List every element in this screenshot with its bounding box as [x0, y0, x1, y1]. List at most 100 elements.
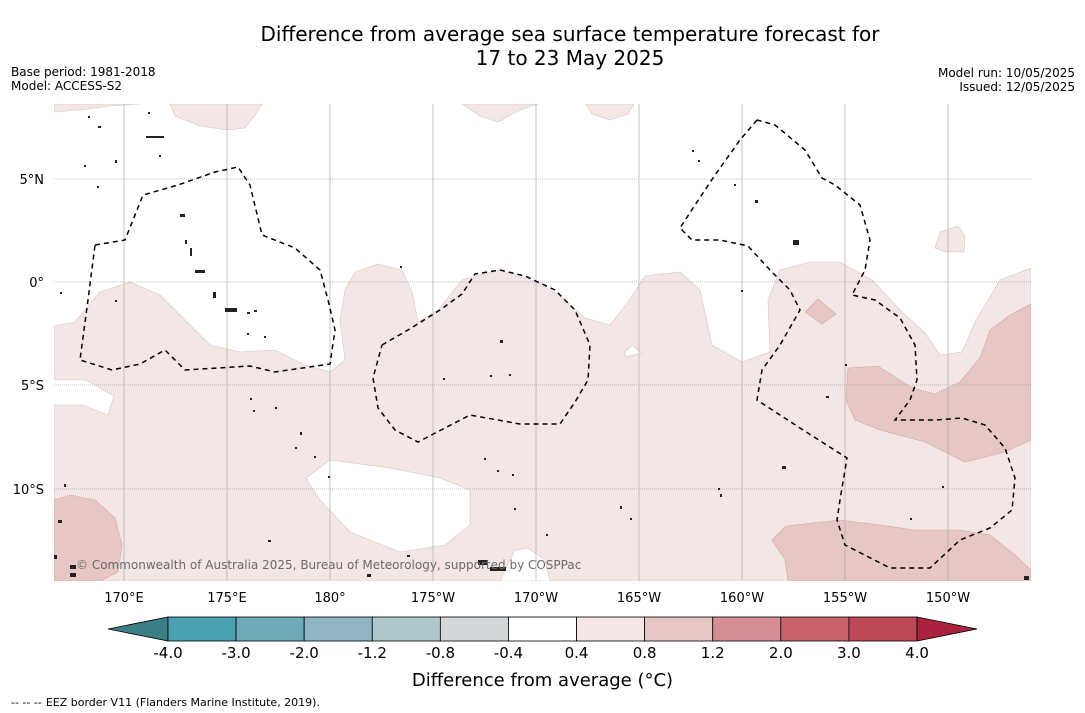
colorbar-tick-label: -0.8: [425, 644, 455, 662]
colorbar-tick-label: -0.4: [493, 644, 524, 662]
anomaly-region-small-east: [934, 225, 966, 253]
island: [60, 292, 62, 294]
anomaly-region-dark-southeast: [771, 519, 1031, 581]
map-title: Difference from average sea surface temp…: [0, 22, 1085, 70]
colorbar-tick-label: 0.8: [632, 644, 657, 662]
island: [782, 466, 786, 469]
island: [910, 518, 912, 520]
colorbar: [107, 616, 978, 642]
island: [793, 240, 799, 245]
island: [159, 155, 161, 157]
island: [268, 540, 271, 542]
anomaly-region-dark-southwest: [54, 494, 123, 581]
lon-label-170e: 170°E: [104, 591, 144, 606]
anomaly-region-dark-east: [845, 303, 1031, 463]
island: [490, 375, 492, 377]
island: [328, 476, 330, 478]
base-period: Base period: 1981-2018: [11, 65, 156, 79]
island: [845, 364, 847, 366]
colorbar-segment: [439, 616, 509, 642]
island: [148, 112, 150, 114]
lat-label-10s: 10°S: [13, 483, 44, 498]
island: [180, 214, 185, 217]
colorbar-segment: [508, 616, 577, 642]
eez-border-west: [79, 166, 336, 373]
issued-date: Issued: 12/05/2025: [959, 80, 1075, 94]
island: [512, 474, 514, 476]
island: [225, 308, 237, 312]
colorbar-tick-label: 4.0: [905, 644, 929, 662]
island: [70, 573, 76, 577]
island: [630, 518, 632, 520]
island: [400, 266, 402, 268]
lon-label-175e: 175°E: [207, 591, 247, 606]
meridians: [123, 104, 949, 581]
map-title-line1: Difference from average sea surface temp…: [260, 22, 880, 46]
island: [115, 160, 117, 163]
colorbar-tick-label: -2.0: [289, 644, 319, 662]
colorbar-tick-label: 2.0: [768, 644, 793, 662]
colorbar-segment: [780, 616, 850, 642]
anomaly-region-top-right: [585, 104, 635, 121]
map-title-line2: 17 to 23 May 2025: [475, 46, 665, 70]
colorbar-segment: [644, 616, 714, 642]
island: [247, 333, 249, 335]
colorbar-title: Difference from average (°C): [411, 670, 674, 691]
island: [97, 186, 99, 188]
island: [509, 374, 511, 376]
map-area: [54, 104, 1031, 581]
lat-label-5s: 5°S: [21, 379, 44, 394]
anomaly-region-top-mid: [461, 104, 539, 123]
island: [942, 486, 944, 488]
island: [54, 555, 57, 559]
colorbar-segment: [848, 616, 918, 642]
island: [146, 136, 164, 138]
island: [98, 126, 101, 128]
anomaly-region-light: [54, 261, 1031, 581]
anomaly-region-top-center: [169, 104, 263, 131]
colorbar-tick-label: -3.0: [221, 644, 251, 662]
colorbar-arrow-min: [107, 616, 169, 642]
island: [64, 484, 66, 487]
lon-label-155w: 155°W: [823, 591, 867, 606]
colorbar-segment: [167, 616, 237, 642]
lat-label-0: 0°: [29, 276, 44, 291]
gridlines: [54, 178, 1031, 490]
colorbar-segment: [235, 616, 305, 642]
island: [250, 398, 252, 400]
island: [295, 447, 297, 449]
island: [367, 574, 371, 577]
colorbar-tick-label: 1.2: [700, 644, 725, 662]
island: [195, 270, 205, 273]
copyright-text: © Commonwealth of Australia 2025, Bureau…: [76, 558, 582, 572]
lon-label-175w: 175°W: [411, 591, 455, 606]
island: [275, 407, 277, 409]
lon-label-150w: 150°W: [926, 591, 970, 606]
island: [478, 560, 488, 565]
island: [620, 506, 622, 509]
lat-label-5n: 5°N: [20, 173, 45, 188]
model-run: Model run: 10/05/2025: [937, 66, 1075, 80]
island: [264, 336, 266, 338]
anomaly-region-dark-small: [804, 298, 837, 325]
island: [490, 567, 506, 571]
island: [213, 292, 216, 298]
colorbar-segment: [303, 616, 373, 642]
anomaly-region-top-left: [54, 104, 141, 113]
island: [407, 555, 410, 557]
lon-label-170w: 170°W: [514, 591, 558, 606]
island: [698, 160, 700, 162]
colorbar-tick-label: 0.4: [564, 644, 589, 662]
island: [70, 565, 76, 569]
island: [254, 310, 257, 312]
island: [443, 378, 445, 380]
island: [484, 458, 486, 460]
colorbar-tick-label: -4.0: [153, 644, 183, 662]
island: [826, 396, 829, 398]
colorbar-segment: [371, 616, 441, 642]
colorbar-segment: [712, 616, 782, 642]
island: [58, 520, 62, 523]
island: [190, 248, 192, 256]
eez-legend-text: EEZ border V11 (Flanders Marine Institut…: [45, 696, 320, 709]
